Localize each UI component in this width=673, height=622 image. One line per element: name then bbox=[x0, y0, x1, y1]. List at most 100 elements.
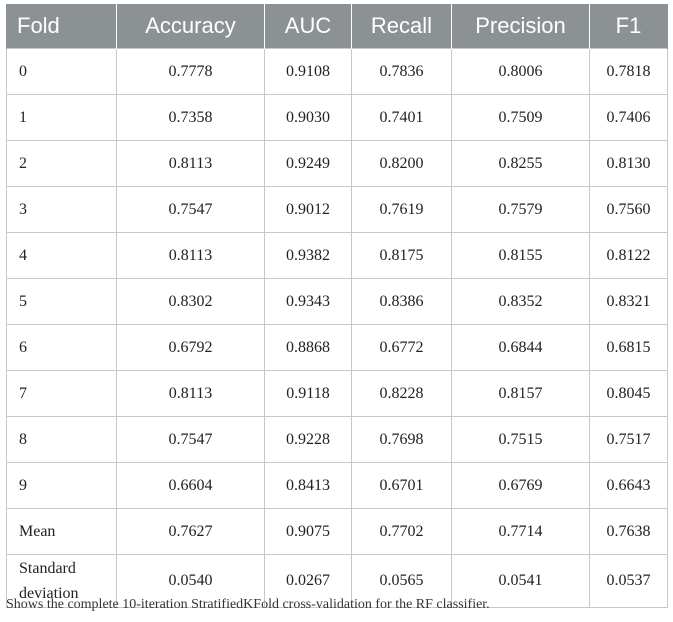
cell-auc: 0.9249 bbox=[264, 140, 352, 187]
metric-value: 0.6844 bbox=[498, 338, 543, 356]
table-row: 8 0.7547 0.9228 0.7698 0.7515 0.7517 bbox=[6, 416, 668, 463]
metric-value: 0.8302 bbox=[168, 292, 213, 310]
cell-recall: 0.7619 bbox=[351, 186, 452, 233]
cell-fold: 7 bbox=[6, 370, 117, 417]
metric-value: 0.9118 bbox=[286, 384, 330, 402]
cell-accuracy: 0.6792 bbox=[116, 324, 265, 371]
metric-value: 0.8157 bbox=[498, 384, 543, 402]
metric-value: 0.7698 bbox=[379, 430, 424, 448]
table-row: Standard deviation 0.0540 0.0267 0.0565 0.05… bbox=[6, 554, 668, 608]
cell-accuracy: 0.7547 bbox=[116, 186, 265, 233]
fold-label: 7 bbox=[19, 385, 27, 402]
cell-recall: 0.8200 bbox=[351, 140, 452, 187]
metric-value: 0.7515 bbox=[498, 430, 543, 448]
cell-precision: 0.8006 bbox=[451, 48, 590, 95]
cell-f1: 0.8045 bbox=[589, 370, 668, 417]
cell-f1: 0.8130 bbox=[589, 140, 668, 187]
cell-precision: 0.7515 bbox=[451, 416, 590, 463]
metric-value: 0.7358 bbox=[168, 108, 213, 126]
metric-value: 0.7778 bbox=[168, 62, 213, 80]
metric-value: 0.7547 bbox=[168, 200, 213, 218]
cell-precision: 0.0541 bbox=[451, 554, 590, 608]
fold-label: 5 bbox=[19, 293, 27, 310]
cell-f1: 0.7638 bbox=[589, 508, 668, 555]
metric-value: 0.9030 bbox=[286, 108, 330, 126]
table-row: 4 0.8113 0.9382 0.8175 0.8155 0.8122 bbox=[6, 232, 668, 279]
fold-label: 1 bbox=[19, 109, 27, 126]
metric-value: 0.9012 bbox=[286, 200, 330, 218]
cell-precision: 0.7714 bbox=[451, 508, 590, 555]
metric-value: 0.0565 bbox=[379, 572, 424, 589]
cell-f1: 0.6643 bbox=[589, 462, 668, 509]
metric-value: 0.7547 bbox=[168, 430, 213, 448]
header-recall: Recall bbox=[351, 4, 452, 49]
metric-value: 0.8113 bbox=[168, 384, 213, 402]
cell-fold: 4 bbox=[6, 232, 117, 279]
table-row: 0 0.7778 0.9108 0.7836 0.8006 0.7818 bbox=[6, 48, 668, 95]
cell-accuracy: 0.8113 bbox=[116, 370, 265, 417]
fold-label: 6 bbox=[19, 339, 27, 356]
cell-fold: 9 bbox=[6, 462, 117, 509]
cell-fold: 6 bbox=[6, 324, 117, 371]
cell-recall: 0.7401 bbox=[351, 94, 452, 141]
cell-f1: 0.7818 bbox=[589, 48, 668, 95]
cell-precision: 0.8255 bbox=[451, 140, 590, 187]
metric-value: 0.8175 bbox=[379, 246, 424, 264]
cell-auc: 0.9228 bbox=[264, 416, 352, 463]
cell-f1: 0.0537 bbox=[589, 554, 668, 608]
metric-value: 0.6604 bbox=[168, 476, 213, 494]
metric-value: 0.0267 bbox=[286, 572, 330, 589]
cell-fold: Mean bbox=[6, 508, 117, 555]
metric-value: 0.8386 bbox=[379, 292, 424, 310]
metric-value: 0.7619 bbox=[379, 200, 424, 218]
metric-value: 0.7702 bbox=[379, 522, 424, 540]
metric-value: 0.9382 bbox=[286, 246, 330, 264]
cell-recall: 0.0565 bbox=[351, 554, 452, 608]
table-row: 1 0.7358 0.9030 0.7401 0.7509 0.7406 bbox=[6, 94, 668, 141]
cell-precision: 0.7579 bbox=[451, 186, 590, 233]
cell-accuracy: 0.8113 bbox=[116, 140, 265, 187]
metric-value: 0.7579 bbox=[498, 200, 543, 218]
header-f1: F1 bbox=[589, 4, 668, 49]
table-body: 0 0.7778 0.9108 0.7836 0.8006 0.7818 1 0.7358 0.… bbox=[6, 48, 668, 608]
metric-value: 0.6769 bbox=[498, 476, 543, 494]
metric-value: 0.8130 bbox=[606, 154, 651, 172]
metric-value: 0.9343 bbox=[286, 292, 330, 310]
metric-value: 0.7401 bbox=[379, 108, 424, 126]
table-row: 7 0.8113 0.9118 0.8228 0.8157 0.8045 bbox=[6, 370, 668, 417]
cell-accuracy: 0.7358 bbox=[116, 94, 265, 141]
table-row: Mean 0.7627 0.9075 0.7702 0.7714 0.7638 bbox=[6, 508, 668, 555]
metric-value: 0.9228 bbox=[286, 430, 330, 448]
fold-label: Mean bbox=[19, 523, 56, 540]
header-auc: AUC bbox=[264, 4, 352, 49]
cell-auc: 0.8413 bbox=[264, 462, 352, 509]
cell-fold: 8 bbox=[6, 416, 117, 463]
cell-recall: 0.8175 bbox=[351, 232, 452, 279]
cell-recall: 0.6701 bbox=[351, 462, 452, 509]
table-row: 3 0.7547 0.9012 0.7619 0.7579 0.7560 bbox=[6, 186, 668, 233]
cell-precision: 0.8155 bbox=[451, 232, 590, 279]
cell-accuracy: 0.8113 bbox=[116, 232, 265, 279]
metric-value: 0.7818 bbox=[606, 62, 651, 80]
metric-value: 0.8045 bbox=[606, 384, 651, 402]
metric-value: 0.8113 bbox=[168, 154, 213, 172]
metric-value: 0.7517 bbox=[606, 430, 651, 448]
metric-value: 0.8228 bbox=[379, 384, 424, 402]
header-fold: Fold bbox=[6, 4, 117, 49]
cell-auc: 0.9118 bbox=[264, 370, 352, 417]
cell-accuracy: 0.8302 bbox=[116, 278, 265, 325]
cell-auc: 0.0267 bbox=[264, 554, 352, 608]
metric-value: 0.7836 bbox=[379, 62, 424, 80]
header-precision: Precision bbox=[451, 4, 590, 49]
cell-auc: 0.9012 bbox=[264, 186, 352, 233]
metric-value: 0.8868 bbox=[286, 338, 330, 356]
cell-f1: 0.7560 bbox=[589, 186, 668, 233]
cell-auc: 0.8868 bbox=[264, 324, 352, 371]
metric-value: 0.7638 bbox=[606, 522, 651, 540]
metric-value: 0.0541 bbox=[498, 572, 543, 589]
header-accuracy: Accuracy bbox=[116, 4, 265, 49]
metric-value: 0.0537 bbox=[606, 572, 651, 589]
cell-recall: 0.8386 bbox=[351, 278, 452, 325]
cell-recall: 0.7702 bbox=[351, 508, 452, 555]
